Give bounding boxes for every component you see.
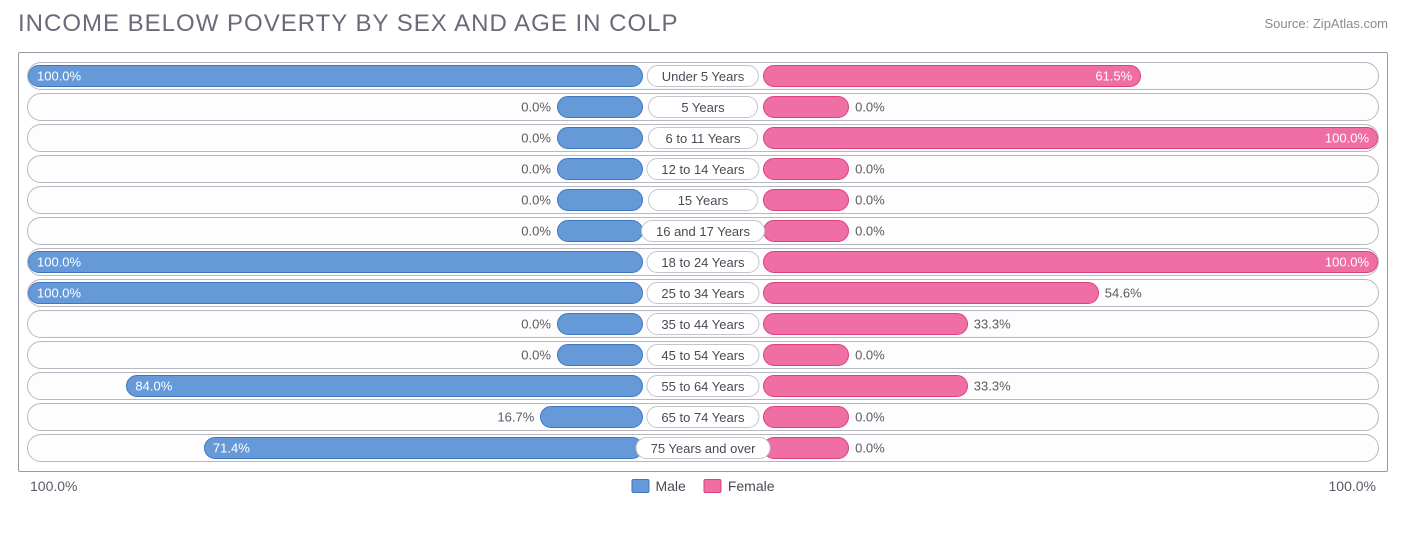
chart-row: 0.0% 0.0% 5 Years [27,93,1379,121]
female-value-label: 100.0% [1325,255,1369,270]
legend-male-label: Male [655,478,685,494]
male-value-label: 100.0% [37,69,81,84]
axis-row: 100.0% Male Female 100.0% [18,472,1388,494]
male-bar [557,127,643,149]
male-value-label: 0.0% [521,317,551,332]
female-bar [763,375,968,397]
female-bar [763,406,849,428]
male-value-label: 0.0% [521,131,551,146]
chart-row: 100.0% 61.5% Under 5 Years [27,62,1379,90]
male-value-label: 0.0% [521,348,551,363]
category-pill: 75 Years and over [636,437,771,459]
chart-row: 0.0% 33.3% 35 to 44 Years [27,310,1379,338]
male-bar [557,189,643,211]
chart-row: 0.0% 0.0% 15 Years [27,186,1379,214]
male-value-label: 0.0% [521,224,551,239]
legend-female-label: Female [728,478,775,494]
female-value-label: 0.0% [855,224,885,239]
male-value-label: 84.0% [135,379,172,394]
female-bar: 100.0% [763,127,1378,149]
female-value-label: 0.0% [855,100,885,115]
male-bar [557,220,643,242]
male-bar: 100.0% [28,65,643,87]
female-bar [763,220,849,242]
male-bar: 100.0% [28,282,643,304]
chart-row: 0.0% 100.0% 6 to 11 Years [27,124,1379,152]
female-value-label: 54.6% [1105,286,1142,301]
female-bar [763,313,968,335]
category-pill: 35 to 44 Years [646,313,759,335]
chart-row: 0.0% 0.0% 16 and 17 Years [27,217,1379,245]
chart-row: 100.0% 100.0% 18 to 24 Years [27,248,1379,276]
male-bar: 84.0% [126,375,643,397]
source-label: Source: ZipAtlas.com [1264,10,1388,31]
chart-row: 0.0% 0.0% 12 to 14 Years [27,155,1379,183]
male-bar [557,158,643,180]
plot-area: 100.0%61.5%Under 5 Years0.0%0.0%5 Years0… [18,52,1388,472]
female-value-label: 33.3% [974,379,1011,394]
chart-row: 100.0% 54.6% 25 to 34 Years [27,279,1379,307]
female-value-label: 100.0% [1325,131,1369,146]
female-value-label: 33.3% [974,317,1011,332]
male-value-label: 0.0% [521,193,551,208]
legend-item-female: Female [704,478,775,494]
female-bar [763,344,849,366]
male-value-label: 100.0% [37,255,81,270]
male-bar: 100.0% [28,251,643,273]
male-bar: 71.4% [204,437,643,459]
chart-title: INCOME BELOW POVERTY BY SEX AND AGE IN C… [18,10,679,38]
female-value-label: 0.0% [855,410,885,425]
male-value-label: 16.7% [497,410,534,425]
female-bar [763,96,849,118]
chart-row: 84.0% 33.3% 55 to 64 Years [27,372,1379,400]
chart-row: 0.0% 0.0% 45 to 54 Years [27,341,1379,369]
category-pill: 16 and 17 Years [641,220,765,242]
male-value-label: 71.4% [213,441,250,456]
female-bar [763,158,849,180]
female-bar [763,189,849,211]
category-pill: 55 to 64 Years [646,375,759,397]
chart-row: 16.7% 0.0% 65 to 74 Years [27,403,1379,431]
male-value-label: 0.0% [521,162,551,177]
female-value-label: 0.0% [855,348,885,363]
male-bar [540,406,643,428]
chart-container: INCOME BELOW POVERTY BY SEX AND AGE IN C… [0,0,1406,559]
category-pill: Under 5 Years [647,65,759,87]
category-pill: 45 to 54 Years [646,344,759,366]
female-value-label: 0.0% [855,162,885,177]
axis-left-label: 100.0% [30,478,77,494]
category-pill: 25 to 34 Years [646,282,759,304]
female-bar [763,282,1099,304]
header: INCOME BELOW POVERTY BY SEX AND AGE IN C… [18,10,1388,38]
female-value-label: 0.0% [855,193,885,208]
category-pill: 12 to 14 Years [646,158,759,180]
chart-row: 71.4% 0.0% 75 Years and over [27,434,1379,462]
male-value-label: 100.0% [37,286,81,301]
male-bar [557,96,643,118]
legend-item-male: Male [631,478,685,494]
male-value-label: 0.0% [521,100,551,115]
female-swatch [704,479,722,493]
male-bar [557,344,643,366]
male-swatch [631,479,649,493]
category-pill: 65 to 74 Years [646,406,759,428]
axis-right-label: 100.0% [1329,478,1376,494]
female-value-label: 61.5% [1095,69,1132,84]
male-bar [557,313,643,335]
female-bar: 100.0% [763,251,1378,273]
female-value-label: 0.0% [855,441,885,456]
legend: Male Female [631,478,774,494]
category-pill: 5 Years [648,96,758,118]
female-bar: 61.5% [763,65,1141,87]
category-pill: 6 to 11 Years [648,127,758,149]
female-bar [763,437,849,459]
category-pill: 18 to 24 Years [646,251,759,273]
category-pill: 15 Years [648,189,758,211]
